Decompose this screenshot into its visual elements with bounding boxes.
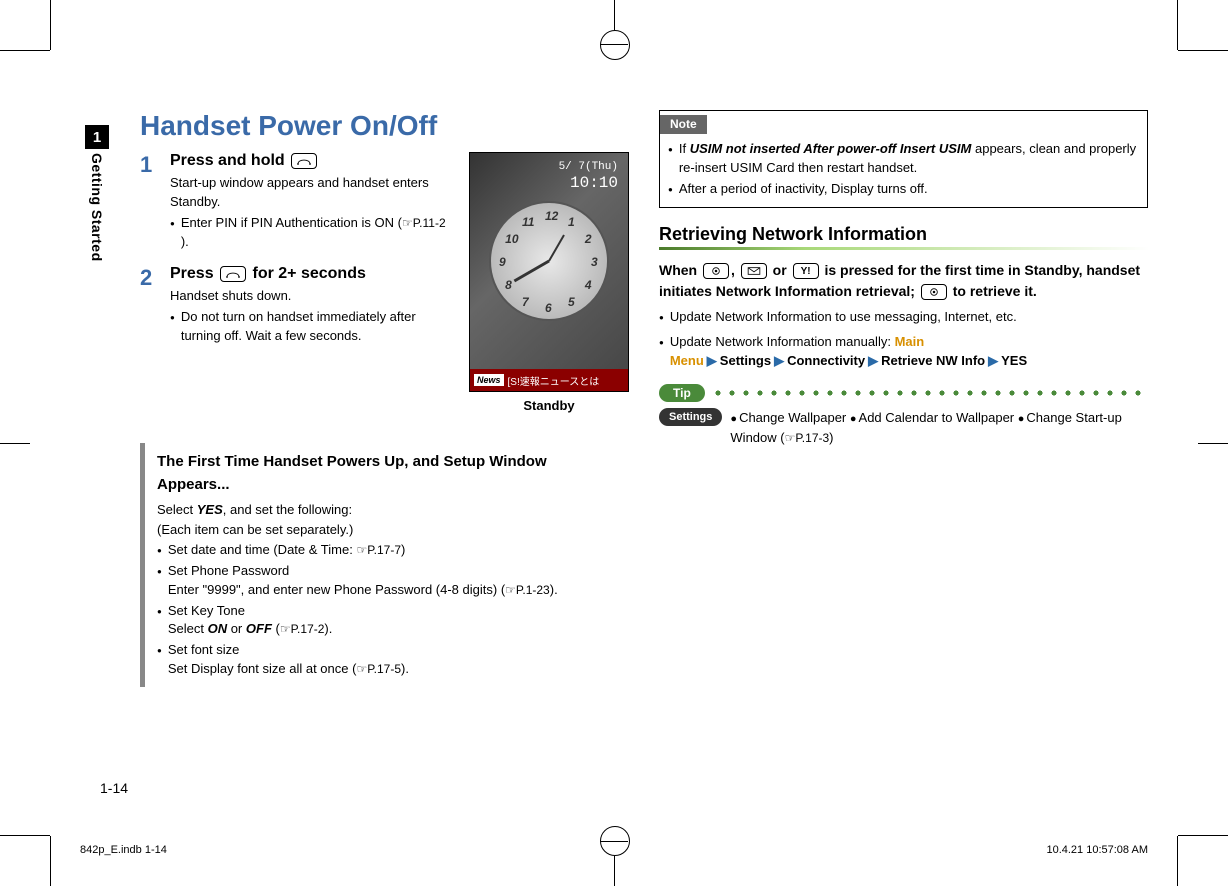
settings-item: Add Calendar to Wallpaper	[850, 410, 1018, 425]
power-key-icon	[291, 153, 317, 169]
setup-bullet: Set font sizeSet Display font size all a…	[157, 641, 617, 679]
step-bullet: Enter PIN if PIN Authentication is ON (☞…	[170, 214, 449, 252]
network-intro: When , or Y! is pressed for the first ti…	[659, 260, 1148, 302]
setup-bullet: Set Phone PasswordEnter "9999", and ente…	[157, 562, 617, 600]
page-number: 1-14	[100, 780, 128, 796]
section-heading: Retrieving Network Information	[659, 224, 1148, 250]
step-description: Handset shuts down.	[170, 287, 449, 306]
page-ref-icon: ☞P.17-2	[280, 621, 325, 638]
phone-screenshot: 5/ 7(Thu) 10:10 121234567891011 News [S!…	[469, 152, 629, 413]
news-ticker: News [S!速報ニュースとは	[470, 369, 628, 391]
settings-row: Settings Change Wallpaper Add Calendar t…	[659, 408, 1148, 447]
center-key-icon	[921, 284, 947, 300]
settings-label: Settings	[659, 408, 722, 426]
network-bullet: Update Network Information to use messag…	[659, 308, 1148, 327]
page-ref-icon: ☞P.17-5	[356, 661, 401, 678]
tip-label: Tip	[659, 384, 705, 402]
setup-bullet: Set Key ToneSelect ON or OFF (☞P.17-2).	[157, 602, 617, 640]
footer-filename: 842p_E.indb 1-14	[80, 844, 167, 856]
page-ref-icon: ☞P.17-3	[785, 429, 830, 447]
page-title: Handset Power On/Off	[140, 110, 629, 142]
tip-dots	[711, 390, 1148, 396]
settings-item: Change Wallpaper	[730, 410, 849, 425]
note-bullet: After a period of inactivity, Display tu…	[668, 180, 1139, 199]
y-key-icon: Y!	[793, 263, 819, 279]
note-bullet: If USIM not inserted After power-off Ins…	[668, 140, 1139, 178]
step-number: 1	[140, 152, 170, 251]
footer-timestamp: 10.4.21 10:57:08 AM	[1046, 844, 1148, 856]
step-description: Start-up window appears and handset ente…	[170, 174, 449, 212]
note-box: Note If USIM not inserted After power-off…	[659, 110, 1148, 208]
setup-callout: The First Time Handset Powers Up, and Se…	[140, 443, 629, 687]
right-column: Note If USIM not inserted After power-off…	[659, 110, 1148, 816]
page-ref-icon: ☞P.17-7	[356, 542, 401, 559]
left-column: Handset Power On/Off 1Press and hold Sta…	[100, 110, 629, 816]
step-number: 2	[140, 265, 170, 346]
step-1: 1Press and hold Start-up window appears …	[140, 152, 459, 251]
mail-key-icon	[741, 263, 767, 279]
setup-heading: The First Time Handset Powers Up, and Se…	[157, 451, 617, 496]
power-key-icon	[220, 266, 246, 282]
step-heading: Press for 2+ seconds	[170, 265, 449, 283]
setup-line: Select YES, and set the following:	[157, 500, 617, 520]
step-2: 2Press for 2+ seconds Handset shuts down.…	[140, 265, 459, 346]
note-label: Note	[660, 115, 707, 134]
page-ref-icon: ☞P.11-2	[402, 215, 446, 232]
setup-bullet: Set date and time (Date & Time: ☞P.17-7)	[157, 541, 617, 560]
tip-row: Tip	[659, 384, 1148, 402]
clock-face: 121234567891011	[489, 201, 609, 321]
step-bullet: Do not turn on handset immediately after…	[170, 308, 449, 346]
page-ref-icon: ☞P.1-23	[505, 582, 550, 599]
step-heading: Press and hold	[170, 152, 449, 170]
phone-caption: Standby	[469, 398, 629, 413]
setup-line: (Each item can be set separately.)	[157, 520, 617, 540]
center-key-icon	[703, 263, 729, 279]
network-bullet: Update Network Information manually: Mai…	[659, 333, 1148, 371]
